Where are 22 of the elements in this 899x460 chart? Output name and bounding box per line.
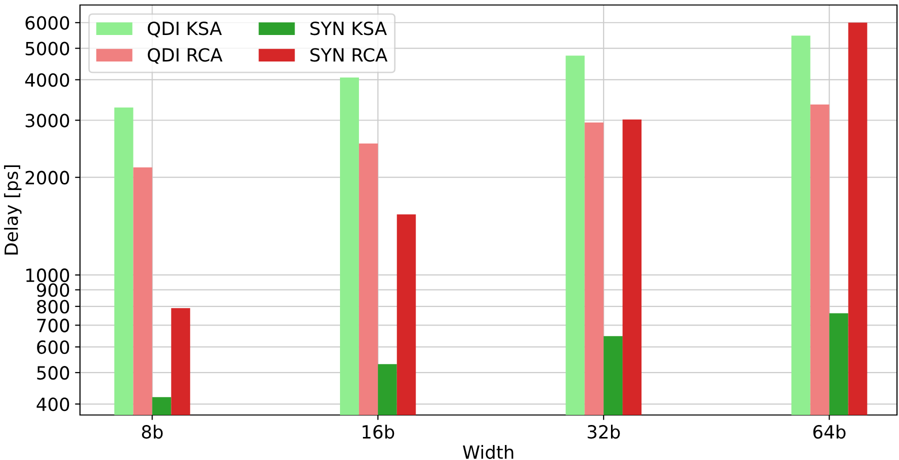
y-axis-title: Delay [ps] — [4, 165, 22, 254]
x-tick-label: 16b — [362, 424, 394, 439]
y-tick-label: 700 — [37, 318, 70, 332]
y-tick-label: 600 — [37, 340, 70, 354]
legend-label: QDI RCA — [148, 48, 222, 64]
y-tick-label: 5000 — [26, 42, 70, 56]
x-tick-label: 8b — [142, 424, 163, 439]
x-tick-label: 64b — [813, 424, 846, 439]
y-tick-label: 3000 — [26, 114, 70, 128]
y-tick-label: 900 — [36, 283, 70, 297]
y-tick-label: 2000 — [26, 170, 70, 184]
y-tick-label: 800 — [37, 300, 70, 314]
y-tick-label: 4000 — [25, 73, 70, 87]
legend-label: QDI KSA — [148, 22, 222, 38]
y-tick-label: 6000 — [26, 16, 70, 30]
y-tick-label: 400 — [36, 397, 70, 412]
x-tick-label: 32b — [588, 424, 620, 439]
y-tick-label: 500 — [37, 366, 70, 380]
x-axis-title: Width — [462, 444, 514, 459]
legend-label: SYN RCA — [310, 48, 388, 62]
legend-label: SYN KSA — [310, 22, 387, 36]
y-tick-label: 1000 — [26, 268, 70, 282]
